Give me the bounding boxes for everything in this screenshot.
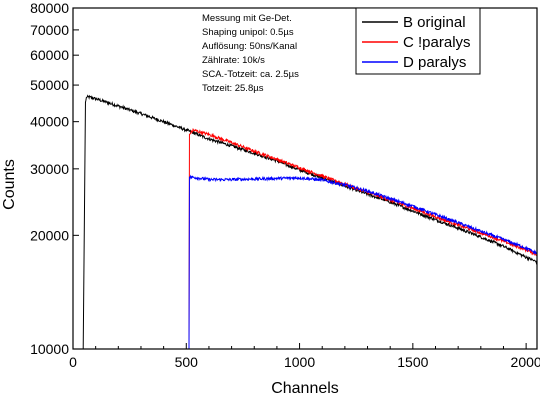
y-tick-label: 10000 <box>30 341 69 357</box>
y-axis-title: Counts <box>1 159 18 210</box>
y-tick-label: 50000 <box>30 77 69 93</box>
annotation-line: Auflösung: 50ns/Kanal <box>202 41 297 52</box>
annotation-line: SCA.-Totzeit: ca. 2.5µs <box>202 69 299 80</box>
y-tick-label: 80000 <box>30 0 69 16</box>
x-tick-label: 1500 <box>397 354 428 370</box>
legend: B original C !paralys D paralys <box>355 7 481 75</box>
annotation-line: Zählrate: 10k/s <box>202 55 265 66</box>
legend-box <box>355 7 481 75</box>
y-tick-label: 20000 <box>30 227 69 243</box>
x-tick-label: 500 <box>175 354 199 370</box>
x-axis-title: Channels <box>271 380 339 397</box>
x-tick-label: 1000 <box>284 354 315 370</box>
legend-label: D paralys <box>403 54 466 71</box>
legend-label: B original <box>403 14 466 31</box>
annotation-line: Shaping unipol: 0.5µs <box>202 27 294 38</box>
x-tick-label: 0 <box>69 354 77 370</box>
plot-frame <box>72 7 538 350</box>
series-line-2 <box>188 174 538 350</box>
x-axis: 0 500 1000 1500 2000 <box>69 343 540 370</box>
x-tick-label: 2000 <box>511 354 540 370</box>
legend-label: C !paralys <box>403 34 471 51</box>
y-tick-label: 30000 <box>30 161 69 177</box>
y-tick-label: 60000 <box>30 47 69 63</box>
y-axis: 10000 20000 30000 40000 50000 60000 70000 80000 <box>30 0 79 357</box>
annotation-block: Messung mit Ge-Det. Shaping unipol: 0.5µs… <box>202 13 299 94</box>
y-tick-label: 40000 <box>30 114 69 130</box>
annotation-line: Totzeit: 25.8µs <box>202 83 264 94</box>
y-tick-label: 70000 <box>30 22 69 38</box>
annotation-line: Messung mit Ge-Det. <box>202 13 292 24</box>
series-layer <box>82 94 538 350</box>
